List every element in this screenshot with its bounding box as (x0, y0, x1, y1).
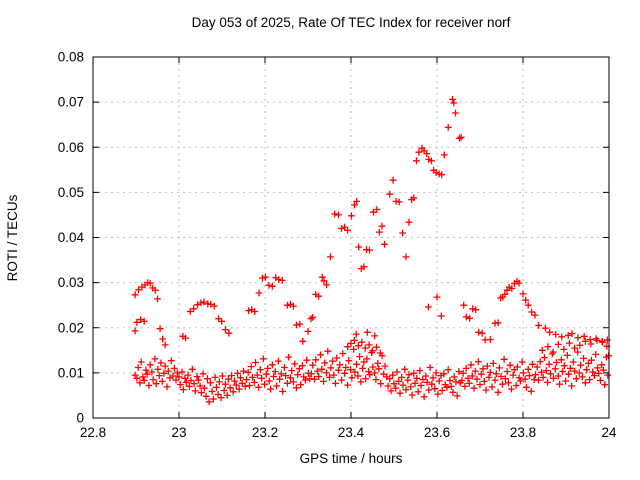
y-tick-label: 0.06 (58, 140, 84, 155)
y-tick-label: 0.03 (58, 275, 84, 290)
y-tick-label: 0.08 (58, 50, 84, 65)
data-points (131, 96, 612, 406)
x-tick-label: 23.4 (338, 425, 365, 440)
x-tick-label: 22.8 (80, 425, 106, 440)
y-tick-label: 0 (76, 411, 84, 426)
x-tick-label: 23 (171, 425, 186, 440)
y-tick-label: 0.07 (58, 95, 84, 110)
y-tick-label: 0.01 (58, 365, 84, 380)
plot-border (92, 56, 610, 419)
x-tick-label: 23.2 (252, 425, 278, 440)
x-tick-label: 23.6 (424, 425, 450, 440)
y-tick-label: 0.05 (58, 185, 84, 200)
x-tick-labels: 22.8 23 23.2 23.4 23.6 23.8 24 (80, 425, 617, 440)
y-tick-label: 0.04 (58, 230, 85, 245)
x-tick-label: 23.8 (510, 425, 536, 440)
y-axis-label: ROTI / TECUs (5, 194, 20, 281)
x-axis-label: GPS time / hours (300, 451, 403, 466)
y-tick-label: 0.02 (58, 320, 84, 335)
chart-title: Day 053 of 2025, Rate Of TEC Index for r… (192, 15, 511, 30)
x-tick-label: 24 (601, 425, 617, 440)
y-tick-labels: 0 0.01 0.02 0.03 0.04 0.05 0.06 0.07 0.08 (58, 50, 85, 426)
